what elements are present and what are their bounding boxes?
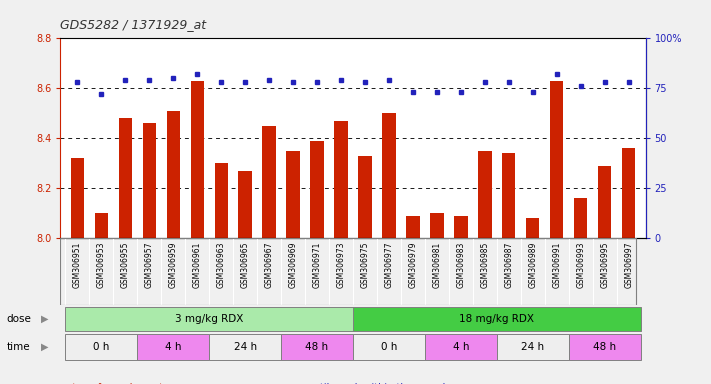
FancyBboxPatch shape xyxy=(137,334,209,359)
Bar xyxy=(191,81,204,238)
Text: 48 h: 48 h xyxy=(306,341,328,352)
FancyBboxPatch shape xyxy=(65,334,137,359)
Bar xyxy=(574,198,587,238)
Text: 24 h: 24 h xyxy=(521,341,545,352)
Text: GSM306995: GSM306995 xyxy=(600,242,609,288)
Bar xyxy=(143,123,156,238)
FancyBboxPatch shape xyxy=(353,306,641,331)
Text: GSM306965: GSM306965 xyxy=(240,242,250,288)
Text: GSM306979: GSM306979 xyxy=(408,242,417,288)
Bar xyxy=(311,141,324,238)
Text: 4 h: 4 h xyxy=(165,341,181,352)
Bar xyxy=(287,151,299,238)
Text: GSM306997: GSM306997 xyxy=(624,242,634,288)
Bar xyxy=(502,153,515,238)
Bar xyxy=(262,126,276,238)
Bar xyxy=(479,151,491,238)
Text: time: time xyxy=(6,341,30,352)
Text: ■ percentile rank within the sample: ■ percentile rank within the sample xyxy=(274,383,451,384)
Text: GSM306955: GSM306955 xyxy=(121,242,129,288)
FancyBboxPatch shape xyxy=(497,334,569,359)
Text: GSM306993: GSM306993 xyxy=(577,242,585,288)
Bar xyxy=(70,158,84,238)
Bar xyxy=(334,121,348,238)
Text: 48 h: 48 h xyxy=(593,341,616,352)
Bar xyxy=(119,118,132,238)
Bar xyxy=(430,213,444,238)
Text: GSM306983: GSM306983 xyxy=(456,242,466,288)
FancyBboxPatch shape xyxy=(425,334,497,359)
FancyBboxPatch shape xyxy=(569,334,641,359)
Bar xyxy=(95,213,108,238)
Text: GSM306959: GSM306959 xyxy=(169,242,178,288)
Text: GSM306981: GSM306981 xyxy=(432,242,442,288)
Bar xyxy=(215,163,228,238)
Text: GSM306967: GSM306967 xyxy=(264,242,274,288)
Bar xyxy=(383,113,395,238)
Text: GSM306951: GSM306951 xyxy=(73,242,82,288)
Text: GSM306953: GSM306953 xyxy=(97,242,106,288)
Bar xyxy=(166,111,180,238)
Bar xyxy=(238,171,252,238)
Text: ■ transformed count: ■ transformed count xyxy=(60,383,164,384)
Text: GSM306969: GSM306969 xyxy=(289,242,298,288)
FancyBboxPatch shape xyxy=(65,306,353,331)
Text: GSM306957: GSM306957 xyxy=(144,242,154,288)
Text: GSM306961: GSM306961 xyxy=(193,242,202,288)
Text: GSM306991: GSM306991 xyxy=(552,242,562,288)
Text: ▶: ▶ xyxy=(41,314,48,324)
FancyBboxPatch shape xyxy=(353,334,425,359)
Text: GDS5282 / 1371929_at: GDS5282 / 1371929_at xyxy=(60,18,207,31)
Text: GSM306963: GSM306963 xyxy=(217,242,225,288)
FancyBboxPatch shape xyxy=(281,334,353,359)
Bar xyxy=(598,166,611,238)
Text: 3 mg/kg RDX: 3 mg/kg RDX xyxy=(175,314,243,324)
Text: GSM306989: GSM306989 xyxy=(528,242,538,288)
Text: 0 h: 0 h xyxy=(381,341,397,352)
Bar xyxy=(454,216,468,238)
Bar xyxy=(622,148,636,238)
Bar xyxy=(550,81,563,238)
Text: GSM306985: GSM306985 xyxy=(481,242,489,288)
Text: 24 h: 24 h xyxy=(233,341,257,352)
Text: GSM306973: GSM306973 xyxy=(336,242,346,288)
FancyBboxPatch shape xyxy=(209,334,281,359)
Text: 4 h: 4 h xyxy=(453,341,469,352)
Text: GSM306971: GSM306971 xyxy=(313,242,321,288)
Text: GSM306987: GSM306987 xyxy=(504,242,513,288)
Text: GSM306975: GSM306975 xyxy=(360,242,370,288)
Bar xyxy=(358,156,372,238)
Bar xyxy=(407,216,419,238)
Bar xyxy=(526,218,540,238)
Text: ▶: ▶ xyxy=(41,341,48,352)
Text: 0 h: 0 h xyxy=(93,341,109,352)
Text: 18 mg/kg RDX: 18 mg/kg RDX xyxy=(459,314,535,324)
Text: GSM306977: GSM306977 xyxy=(385,242,393,288)
Text: dose: dose xyxy=(6,314,31,324)
